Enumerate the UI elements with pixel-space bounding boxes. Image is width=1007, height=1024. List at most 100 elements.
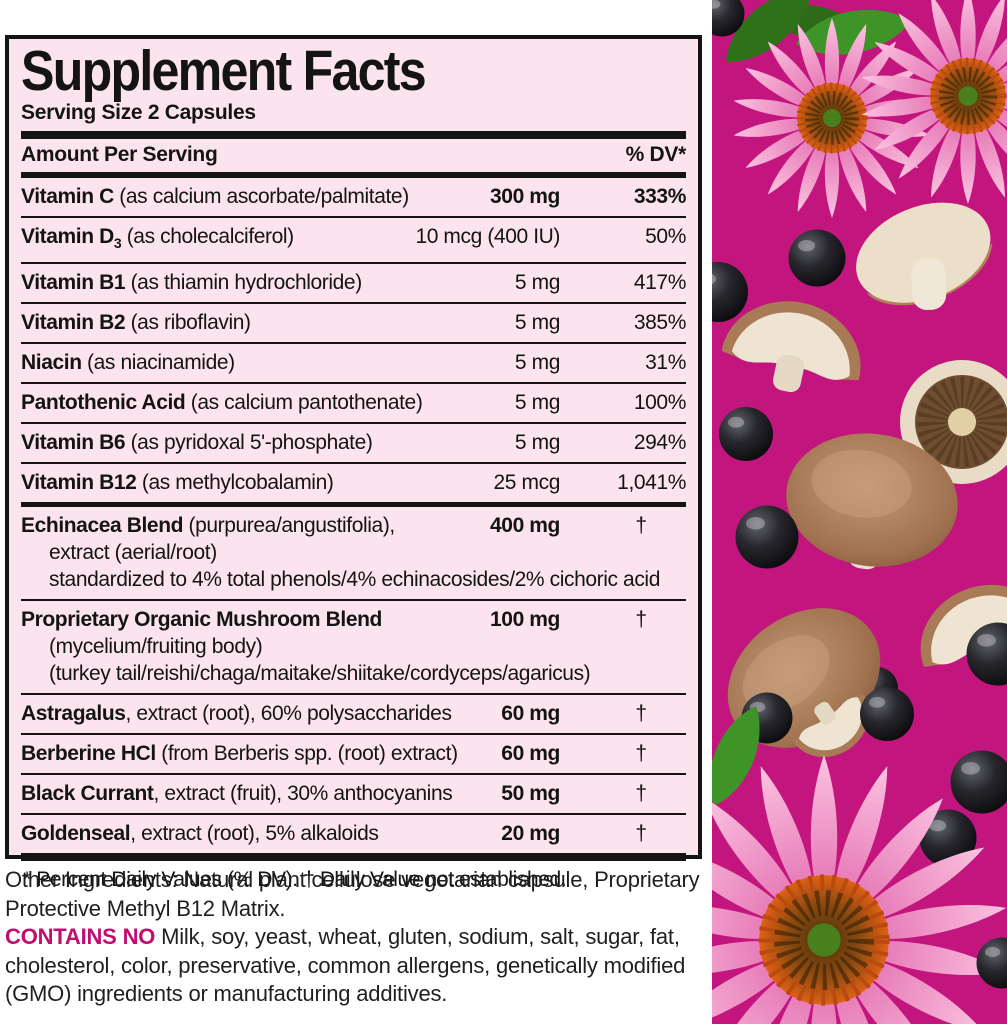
- ingredient-daily-value: 100%: [633, 391, 687, 415]
- ingredient-label: Vitamin D3 (as cholecalciferol): [21, 224, 415, 256]
- ingredient-name: Vitamin B1: [21, 271, 126, 295]
- ingredient-daily-value: 50%: [645, 225, 686, 248]
- ingredient-amount: 5 mg: [514, 391, 560, 415]
- ingredient-descriptor: , extract (root), 60% polysaccharides: [125, 702, 452, 726]
- amount-per-serving-header: Amount Per Serving: [21, 143, 218, 166]
- row-divider: [21, 342, 686, 345]
- row-divider: [21, 599, 686, 602]
- ingredient-label: Astragalus, extract (root), 60% polysacc…: [21, 701, 452, 727]
- ingredient-daily-value: 333%: [633, 185, 687, 208]
- ingredient-name: Vitamin B12: [21, 471, 137, 495]
- ingredient-rows: Vitamin C (as calcium ascorbate/palmitat…: [21, 178, 686, 853]
- ingredient-amount: 400 mg: [490, 514, 560, 538]
- row-divider: [21, 693, 686, 696]
- ingredient-daily-value: 1,041%: [617, 471, 686, 495]
- divider-thick: [21, 853, 686, 862]
- ingredient-amount: 5 mg: [514, 311, 560, 335]
- ingredient-daily-value: †: [635, 782, 647, 806]
- ingredient-amount: 60 mg: [501, 742, 560, 766]
- ingredient-row: Vitamin D3 (as cholecalciferol) 10 mcg (…: [21, 218, 686, 262]
- ingredient-descriptor: (as methylcobalamin): [136, 471, 334, 495]
- ingredient-daily-value: †: [635, 822, 647, 846]
- ingredient-descriptor: (as cholecalciferol): [121, 225, 294, 248]
- ingredient-amount: 5 mg: [514, 431, 560, 455]
- other-ingredients-text: Other Ingredients: Natural plant cellulo…: [5, 867, 700, 921]
- supplement-facts-panel: Supplement Facts Serving Size 2 Capsules…: [5, 35, 702, 891]
- ingredient-row: Pantothenic Acid (as calcium pantothenat…: [21, 384, 686, 422]
- row-divider: [21, 302, 686, 305]
- black-currant-icon: [735, 505, 799, 569]
- row-divider: [21, 382, 686, 385]
- black-currant-icon: [719, 407, 773, 461]
- contains-no-statement: CONTAINS NO Milk, soy, yeast, wheat, glu…: [5, 923, 705, 1009]
- ingredient-descriptor: , extract (root), 5% alkaloids: [130, 822, 379, 846]
- row-divider: [21, 462, 686, 465]
- row-divider: [21, 216, 686, 218]
- ingredient-label: Berberine HCl (from Berberis spp. (root)…: [21, 741, 458, 767]
- label-footer-text: Other Ingredients: Natural plant cellulo…: [5, 866, 705, 1009]
- ingredient-descriptor: (as pyridoxal 5'-phosphate): [125, 431, 373, 455]
- ingredient-amount: 5 mg: [514, 351, 560, 375]
- botanical-photo-panel: [712, 0, 1007, 1024]
- ingredient-row: Goldenseal, extract (root), 5% alkaloids…: [21, 815, 686, 853]
- ingredient-row: Proprietary Organic Mushroom Blend 100 m…: [21, 601, 686, 693]
- ingredient-name: Vitamin B2: [21, 311, 126, 335]
- divider-thick: [21, 131, 686, 139]
- ingredient-descriptor: (as calcium ascorbate/palmitate): [113, 185, 409, 208]
- column-header-row: Amount Per Serving % DV*: [21, 139, 686, 172]
- daily-value-footnote: * Percent Daily Values (% DV). † Daily V…: [23, 868, 567, 892]
- black-currant-icon: [788, 229, 846, 287]
- ingredient-subline: extract (aerial/root): [49, 541, 217, 565]
- ingredient-amount: 60 mg: [501, 702, 560, 726]
- ingredient-name: Vitamin C: [21, 185, 114, 208]
- ingredient-label: Proprietary Organic Mushroom Blend: [21, 607, 448, 633]
- row-divider: [21, 502, 686, 508]
- ingredient-row: Echinacea Blend (purpurea/angustifolia),…: [21, 507, 686, 599]
- ingredient-amount: 300 mg: [490, 185, 560, 208]
- ingredient-row: Berberine HCl (from Berberis spp. (root)…: [21, 735, 686, 773]
- ingredient-descriptor: , extract (fruit), 30% anthocyanins: [153, 782, 453, 806]
- ingredient-name: Vitamin D3: [21, 225, 122, 252]
- ingredient-name: Niacin: [21, 351, 82, 375]
- ingredient-label: Vitamin B6 (as pyridoxal 5'-phosphate): [21, 430, 448, 456]
- ingredient-name: Vitamin B6: [21, 431, 126, 455]
- ingredient-label: Vitamin C (as calcium ascorbate/palmitat…: [21, 184, 448, 210]
- ingredient-amount: 100 mg: [490, 608, 560, 632]
- row-divider: [21, 813, 686, 816]
- ingredient-name: Black Currant: [21, 782, 154, 806]
- percent-dv-header: % DV*: [625, 143, 687, 166]
- ingredient-label: Goldenseal, extract (root), 5% alkaloids: [21, 821, 448, 847]
- ingredient-amount: 25 mcg: [493, 471, 561, 495]
- ingredient-descriptor: (as niacinamide): [81, 351, 235, 375]
- ingredient-name: Proprietary Organic Mushroom Blend: [21, 608, 382, 632]
- row-divider: [21, 773, 686, 776]
- row-divider: [21, 422, 686, 425]
- ingredient-descriptor: (as calcium pantothenate): [185, 391, 423, 415]
- ingredient-name: Goldenseal: [21, 822, 131, 846]
- ingredient-daily-value: 385%: [633, 311, 687, 335]
- ingredient-sublines: extract (aerial/root) standardized to 4% …: [21, 539, 686, 599]
- ingredient-row: Astragalus, extract (root), 60% polysacc…: [21, 695, 686, 733]
- ingredient-label: Vitamin B12 (as methylcobalamin): [21, 470, 448, 496]
- ingredient-daily-value: †: [635, 742, 647, 766]
- ingredient-amount: 10 mcg (400 IU): [415, 225, 560, 248]
- ingredient-row: Black Currant, extract (fruit), 30% anth…: [21, 775, 686, 813]
- ingredient-daily-value: †: [635, 608, 647, 632]
- ingredient-daily-value: 31%: [645, 351, 686, 375]
- ingredient-descriptor: (as thiamin hydrochloride): [125, 271, 363, 295]
- ingredient-amount: 20 mg: [501, 822, 560, 846]
- row-divider: [21, 733, 686, 736]
- ingredient-daily-value: †: [635, 514, 647, 538]
- ingredient-amount: 5 mg: [514, 271, 560, 295]
- ingredient-row: Niacin (as niacinamide) 5 mg 31%: [21, 344, 686, 382]
- ingredient-subline: (turkey tail/reishi/chaga/maitake/shiita…: [49, 662, 591, 686]
- botanical-collage: [712, 0, 1007, 1024]
- ingredient-amount: 50 mg: [501, 782, 560, 806]
- ingredient-label: Pantothenic Acid (as calcium pantothenat…: [21, 390, 448, 416]
- ingredient-row: Vitamin B12 (as methylcobalamin) 25 mcg …: [21, 464, 686, 502]
- serving-size: Serving Size 2 Capsules: [21, 101, 256, 124]
- ingredient-descriptor: (from Berberis spp. (root) extract): [155, 742, 458, 766]
- ingredient-row: Vitamin C (as calcium ascorbate/palmitat…: [21, 178, 686, 216]
- ingredient-daily-value: †: [635, 702, 647, 726]
